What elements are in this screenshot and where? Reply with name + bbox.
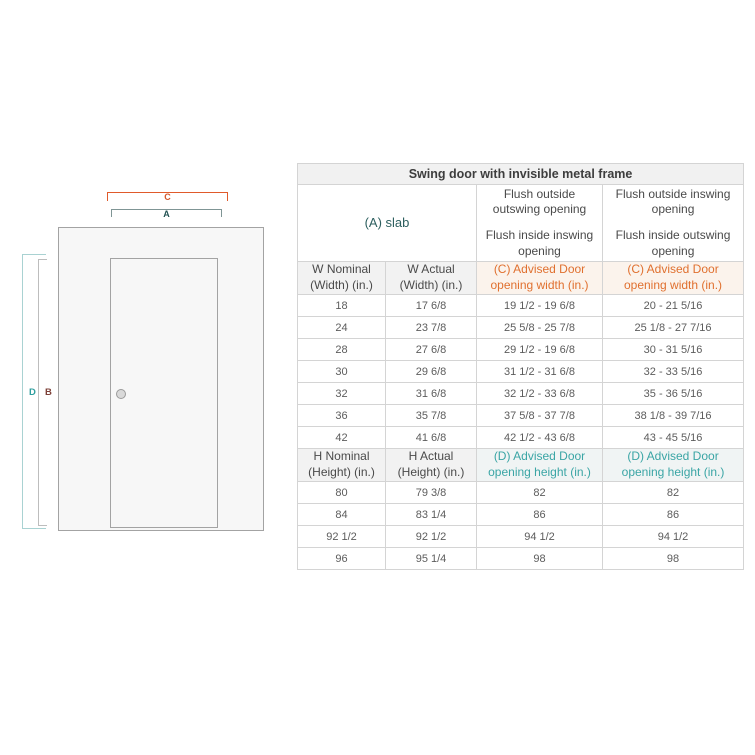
table-cell: 17 6/8 xyxy=(385,294,477,317)
table-cell: 42 1/2 - 43 6/8 xyxy=(476,426,603,449)
col-header-h-nominal: H Nominal (Height) (in.) xyxy=(297,448,386,482)
table-cell: 94 1/2 xyxy=(476,525,603,548)
table-cell: 32 xyxy=(297,382,386,405)
table-cell: 29 1/2 - 19 6/8 xyxy=(476,338,603,361)
col-header-w-actual: W Actual (Width) (in.) xyxy=(385,261,477,295)
opening-header-line: Flush outside outswing opening xyxy=(492,186,587,217)
table-row: 24 23 7/8 25 5/8 - 25 7/8 25 1/8 - 27 7/16 xyxy=(297,316,745,339)
slab-header: (A) slab xyxy=(297,184,477,262)
table-cell: 32 - 33 5/16 xyxy=(601,360,745,383)
table-cell: 20 - 21 5/16 xyxy=(601,294,745,317)
table-row: 84 83 1/4 86 86 xyxy=(297,503,745,526)
table-row: 92 1/2 92 1/2 94 1/2 94 1/2 xyxy=(297,525,745,548)
table-cell: 82 xyxy=(476,481,603,504)
table-row: 30 29 6/8 31 1/2 - 31 6/8 32 - 33 5/16 xyxy=(297,360,745,383)
table-cell: 43 - 45 5/16 xyxy=(601,426,745,449)
dimension-bracket-b xyxy=(38,259,47,526)
height-header-row: H Nominal (Height) (in.) H Actual (Heigh… xyxy=(297,448,745,482)
height-data-rows: 80 79 3/8 82 82 84 83 1/4 86 86 92 1/2 92 1/2 94 1… xyxy=(297,481,745,570)
table-row: 42 41 6/8 42 1/2 - 43 6/8 43 - 45 5/16 xyxy=(297,426,745,449)
dimension-bracket-d xyxy=(22,254,46,529)
table-cell: 95 1/4 xyxy=(385,547,477,570)
table-cell: 25 1/8 - 27 7/16 xyxy=(601,316,745,339)
spec-table: Swing door with invisible metal frame (A… xyxy=(296,163,745,570)
table-cell: 86 xyxy=(476,503,603,526)
opening-types-row: (A) slab Flush outside outswing opening … xyxy=(297,184,745,262)
width-header-row: W Nominal (Width) (in.) W Actual (Width)… xyxy=(297,261,745,295)
table-cell: 84 xyxy=(297,503,386,526)
table-cell: 98 xyxy=(476,547,603,570)
table-cell: 23 7/8 xyxy=(385,316,477,339)
table-cell: 35 - 36 5/16 xyxy=(601,382,745,405)
table-cell: 86 xyxy=(601,503,745,526)
table-row: 28 27 6/8 29 1/2 - 19 6/8 30 - 31 5/16 xyxy=(297,338,745,361)
col-header-advised-width-2: (C) Advised Door opening width (in.) xyxy=(601,261,745,295)
table-cell: 30 xyxy=(297,360,386,383)
table-row: 32 31 6/8 32 1/2 - 33 6/8 35 - 36 5/16 xyxy=(297,382,745,405)
table-cell: 94 1/2 xyxy=(601,525,745,548)
table-cell: 25 5/8 - 25 7/8 xyxy=(476,316,603,339)
table-cell: 30 - 31 5/16 xyxy=(601,338,745,361)
table-cell: 83 1/4 xyxy=(385,503,477,526)
opening-header-line: Flush inside inswing opening xyxy=(485,228,594,258)
opening-header-outswing: Flush outside outswing opening Flush ins… xyxy=(476,184,603,262)
col-header-w-nominal: W Nominal (Width) (in.) xyxy=(297,261,386,295)
table-cell: 80 xyxy=(297,481,386,504)
table-cell: 82 xyxy=(601,481,745,504)
table-cell: 29 6/8 xyxy=(385,360,477,383)
table-cell: 37 5/8 - 37 7/8 xyxy=(476,404,603,427)
col-header-h-actual: H Actual (Height) (in.) xyxy=(385,448,477,482)
door-knob-icon xyxy=(116,389,126,399)
table-cell: 38 1/8 - 39 7/16 xyxy=(601,404,745,427)
table-cell: 92 1/2 xyxy=(385,525,477,548)
dimension-label-b: B xyxy=(45,387,52,398)
width-data-rows: 18 17 6/8 19 1/2 - 19 6/8 20 - 21 5/16 24 23 … xyxy=(297,294,745,449)
table-row: 80 79 3/8 82 82 xyxy=(297,481,745,504)
table-title-row: Swing door with invisible metal frame xyxy=(296,163,745,185)
dimension-label-d: D xyxy=(29,387,36,398)
table-cell: 42 xyxy=(297,426,386,449)
table-cell: 92 1/2 xyxy=(297,525,386,548)
table-cell: 24 xyxy=(297,316,386,339)
door-diagram: C A D B xyxy=(0,0,295,620)
opening-header-line: Flush outside inswing opening xyxy=(615,186,731,217)
table-cell: 96 xyxy=(297,547,386,570)
table-cell: 19 1/2 - 19 6/8 xyxy=(476,294,603,317)
table-cell: 36 xyxy=(297,404,386,427)
dimension-label-a: A xyxy=(163,209,170,219)
table-row: 36 35 7/8 37 5/8 - 37 7/8 38 1/8 - 39 7/16 xyxy=(297,404,745,427)
table-row: 18 17 6/8 19 1/2 - 19 6/8 20 - 21 5/16 xyxy=(297,294,745,317)
col-header-advised-height-1: (D) Advised Door opening height (in.) xyxy=(476,448,603,482)
dimension-bracket-a: A xyxy=(111,209,222,219)
opening-header-line: Flush inside outswing opening xyxy=(615,228,731,258)
table-title: Swing door with invisible metal frame xyxy=(296,163,745,185)
table-cell: 28 xyxy=(297,338,386,361)
table-row: 96 95 1/4 98 98 xyxy=(297,547,745,570)
col-header-advised-width-1: (C) Advised Door opening width (in.) xyxy=(476,261,603,295)
table-cell: 31 6/8 xyxy=(385,382,477,405)
table-cell: 98 xyxy=(601,547,745,570)
table-cell: 27 6/8 xyxy=(385,338,477,361)
door-slab xyxy=(110,258,218,528)
table-cell: 18 xyxy=(297,294,386,317)
table-cell: 35 7/8 xyxy=(385,404,477,427)
col-header-advised-height-2: (D) Advised Door opening height (in.) xyxy=(601,448,745,482)
table-cell: 79 3/8 xyxy=(385,481,477,504)
table-cell: 41 6/8 xyxy=(385,426,477,449)
dimension-label-c: C xyxy=(164,192,171,202)
dimension-bracket-c: C xyxy=(107,192,228,202)
opening-header-inswing: Flush outside inswing opening Flush insi… xyxy=(601,184,745,262)
table-cell: 31 1/2 - 31 6/8 xyxy=(476,360,603,383)
table-cell: 32 1/2 - 33 6/8 xyxy=(476,382,603,405)
